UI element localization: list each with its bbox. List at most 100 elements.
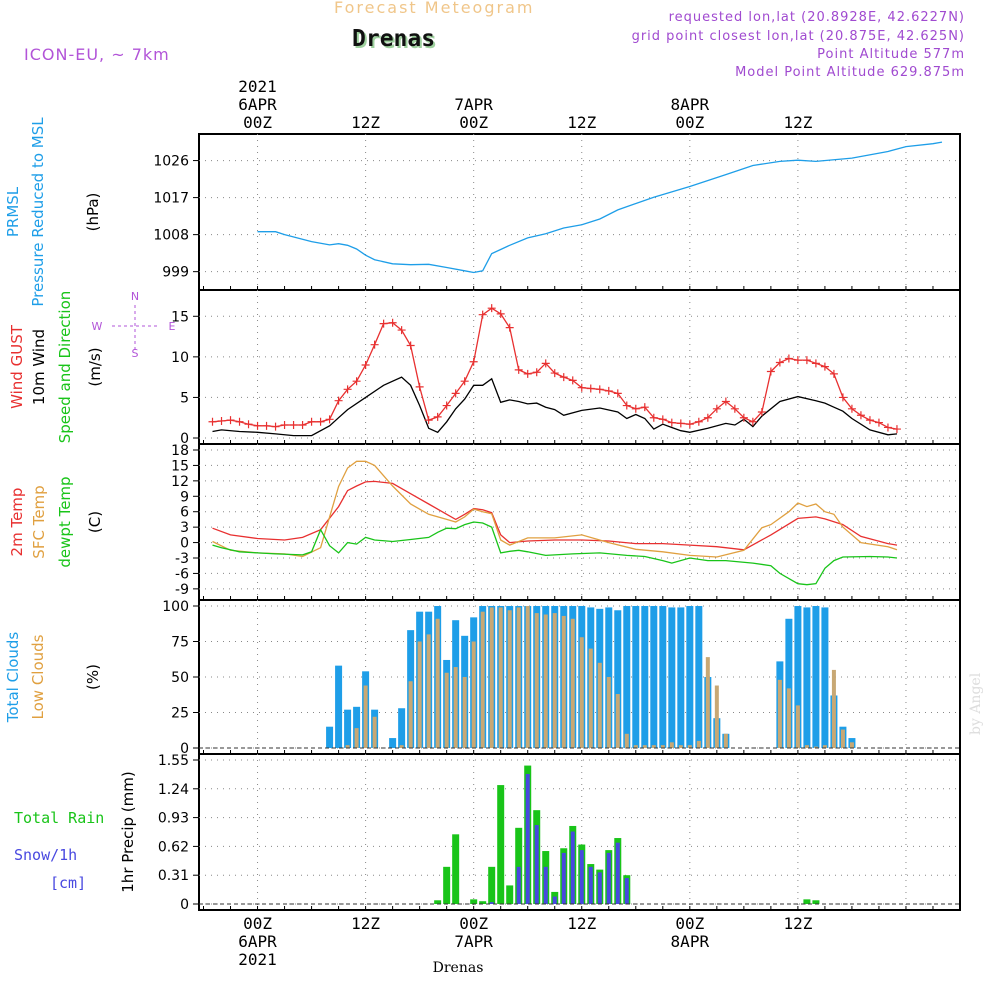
data-bar	[326, 726, 334, 748]
y-axis-label: PRMSL	[4, 186, 22, 237]
gust-marker	[586, 384, 595, 393]
data-bar	[614, 610, 622, 748]
y-tick-label: 5	[180, 390, 189, 406]
compass-cross	[112, 305, 160, 351]
gust-marker	[298, 421, 307, 430]
data-bar	[840, 729, 845, 748]
series-line-1	[212, 460, 898, 558]
y-tick-label: 25	[171, 706, 189, 722]
gust-marker	[406, 341, 415, 350]
gust-marker	[550, 369, 559, 378]
gust-marker	[235, 417, 244, 426]
gust-marker	[577, 383, 586, 392]
data-bar	[452, 834, 460, 904]
gust-marker	[496, 309, 505, 318]
data-bar	[353, 706, 361, 748]
gust-marker	[685, 420, 694, 429]
y-tick-label: 0.31	[158, 868, 189, 884]
gust-marker	[838, 393, 847, 402]
data-bar	[462, 677, 467, 748]
data-bar	[597, 872, 602, 904]
data-bar	[443, 866, 451, 904]
y-axis-label: SFC Temp	[30, 485, 48, 558]
grid-point-coordinates: grid point closest lon,lat (20.875E, 42.…	[631, 29, 965, 44]
time-label-bottom: 12Z	[351, 914, 380, 933]
data-bar	[633, 745, 638, 748]
data-bar	[543, 614, 548, 748]
y-tick-label: 0	[180, 741, 189, 757]
y-axis-label: Total Clouds	[4, 632, 22, 724]
gust-marker	[478, 310, 487, 319]
compass-north: N	[131, 290, 139, 303]
gust-marker	[676, 419, 685, 428]
y-tick-label: 10	[171, 350, 189, 366]
data-bar	[615, 842, 620, 904]
data-bar	[543, 866, 548, 904]
gust-marker	[757, 408, 766, 417]
series-line-1	[212, 307, 898, 430]
data-bar	[534, 613, 539, 748]
gust-marker	[433, 412, 442, 421]
data-bar	[803, 899, 811, 904]
gust-marker	[892, 425, 901, 434]
time-label-top: 8APR	[671, 95, 710, 114]
gust-marker	[595, 385, 604, 394]
gust-marker	[775, 358, 784, 367]
data-bar	[417, 641, 422, 748]
gust-marker	[523, 369, 532, 378]
data-bar	[570, 831, 575, 904]
gust-marker	[505, 323, 514, 332]
time-label-top: 6APR	[238, 95, 277, 114]
data-bar	[470, 899, 478, 904]
panel-1: 0 5 10 15 Wind GUST 10m Wind Speed and Directi…	[8, 289, 961, 447]
y-tick-label: 9	[180, 489, 189, 505]
gust-marker	[379, 319, 388, 328]
panel-frame	[198, 133, 961, 291]
data-bar	[335, 665, 343, 748]
gust-marker	[613, 389, 622, 398]
model-point-altitude: Model Point Altitude 629.875m	[735, 65, 965, 80]
y-axis-label: (m/s)	[86, 347, 104, 386]
data-bar	[606, 677, 611, 748]
data-bar	[812, 606, 820, 748]
precip-legend-label: Total Rain	[14, 809, 104, 827]
y-axis-label: 2m Temp	[8, 488, 26, 557]
data-bar	[615, 694, 620, 748]
data-bar	[372, 716, 377, 748]
data-bar	[398, 708, 406, 748]
data-bar	[479, 901, 487, 904]
data-bar	[660, 745, 665, 748]
time-label-bottom: 00Z	[243, 914, 272, 933]
data-bar	[849, 742, 854, 748]
time-label-bottom: 8APR	[671, 932, 710, 951]
time-label-top: 2021	[238, 77, 277, 96]
data-bar	[803, 607, 811, 748]
time-label-bottom: 00Z	[675, 914, 704, 933]
data-bar	[363, 685, 368, 748]
data-bar	[579, 850, 584, 904]
gust-marker	[415, 382, 424, 391]
time-label-bottom: 2021	[238, 950, 277, 969]
data-bar	[389, 738, 397, 748]
data-bar	[453, 667, 458, 748]
y-tick-label: 15	[171, 458, 189, 474]
precip-legend-label: [cm]	[50, 874, 86, 892]
gust-marker	[280, 421, 289, 430]
y-tick-label: 12	[171, 474, 189, 490]
data-bar	[606, 852, 611, 904]
gust-marker	[334, 396, 343, 405]
time-label-top: 00Z	[675, 113, 704, 132]
y-tick-label: 0	[180, 536, 189, 552]
gust-marker	[622, 401, 631, 410]
y-tick-label: 75	[171, 635, 189, 651]
panel-4: 0 0.31 0.62 0.93 1.24 1.55 1hr Precip (mm) Tota…	[14, 753, 961, 913]
y-axis-label: (%)	[84, 664, 102, 690]
gust-marker	[325, 415, 334, 424]
data-bar	[785, 618, 793, 748]
gust-marker	[784, 354, 793, 363]
gust-marker	[712, 404, 721, 413]
data-bar	[795, 705, 800, 748]
data-bar	[488, 866, 496, 904]
